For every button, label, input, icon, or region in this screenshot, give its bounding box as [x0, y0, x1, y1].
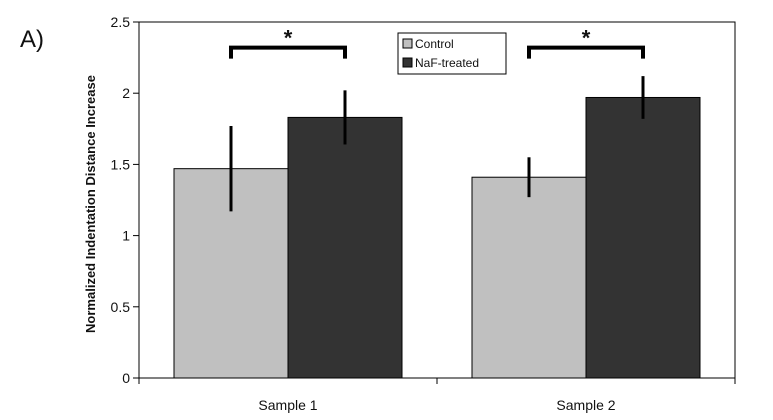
bar-naf-treated-2: [585, 96, 701, 379]
significance-marker: *: [582, 26, 591, 51]
bar-naf-treated-1: [287, 116, 403, 379]
y-tick-label: 0.5: [111, 299, 131, 315]
y-tick-label: 2: [122, 85, 130, 101]
legend-swatch-control: [402, 38, 413, 49]
significance-bracket: [527, 45, 645, 59]
significance-bracket: [229, 45, 347, 59]
plot-area: 0 0.5 1 1.5 2 2.5 Sample 1 * Sample 2 *: [111, 14, 736, 413]
x-tick-label: Sample 1: [258, 397, 317, 413]
legend-label-naf: NaF-treated: [415, 56, 479, 70]
y-tick-label: 0: [122, 370, 130, 386]
legend-label-control: Control: [415, 37, 454, 51]
panel-label: A): [20, 26, 44, 53]
bar-control-2: [471, 176, 587, 379]
legend: Control NaF-treated: [397, 32, 507, 75]
y-tick-label: 1.5: [111, 156, 131, 172]
y-axis-title: Normalized Indentation Distance Increase: [83, 75, 98, 333]
y-tick-label: 1: [122, 228, 130, 244]
x-tick-label: Sample 2: [556, 397, 615, 413]
legend-box: [397, 32, 507, 75]
y-tick-label: 2.5: [111, 14, 131, 30]
legend-swatch-naf: [402, 57, 413, 68]
significance-marker: *: [284, 26, 293, 51]
